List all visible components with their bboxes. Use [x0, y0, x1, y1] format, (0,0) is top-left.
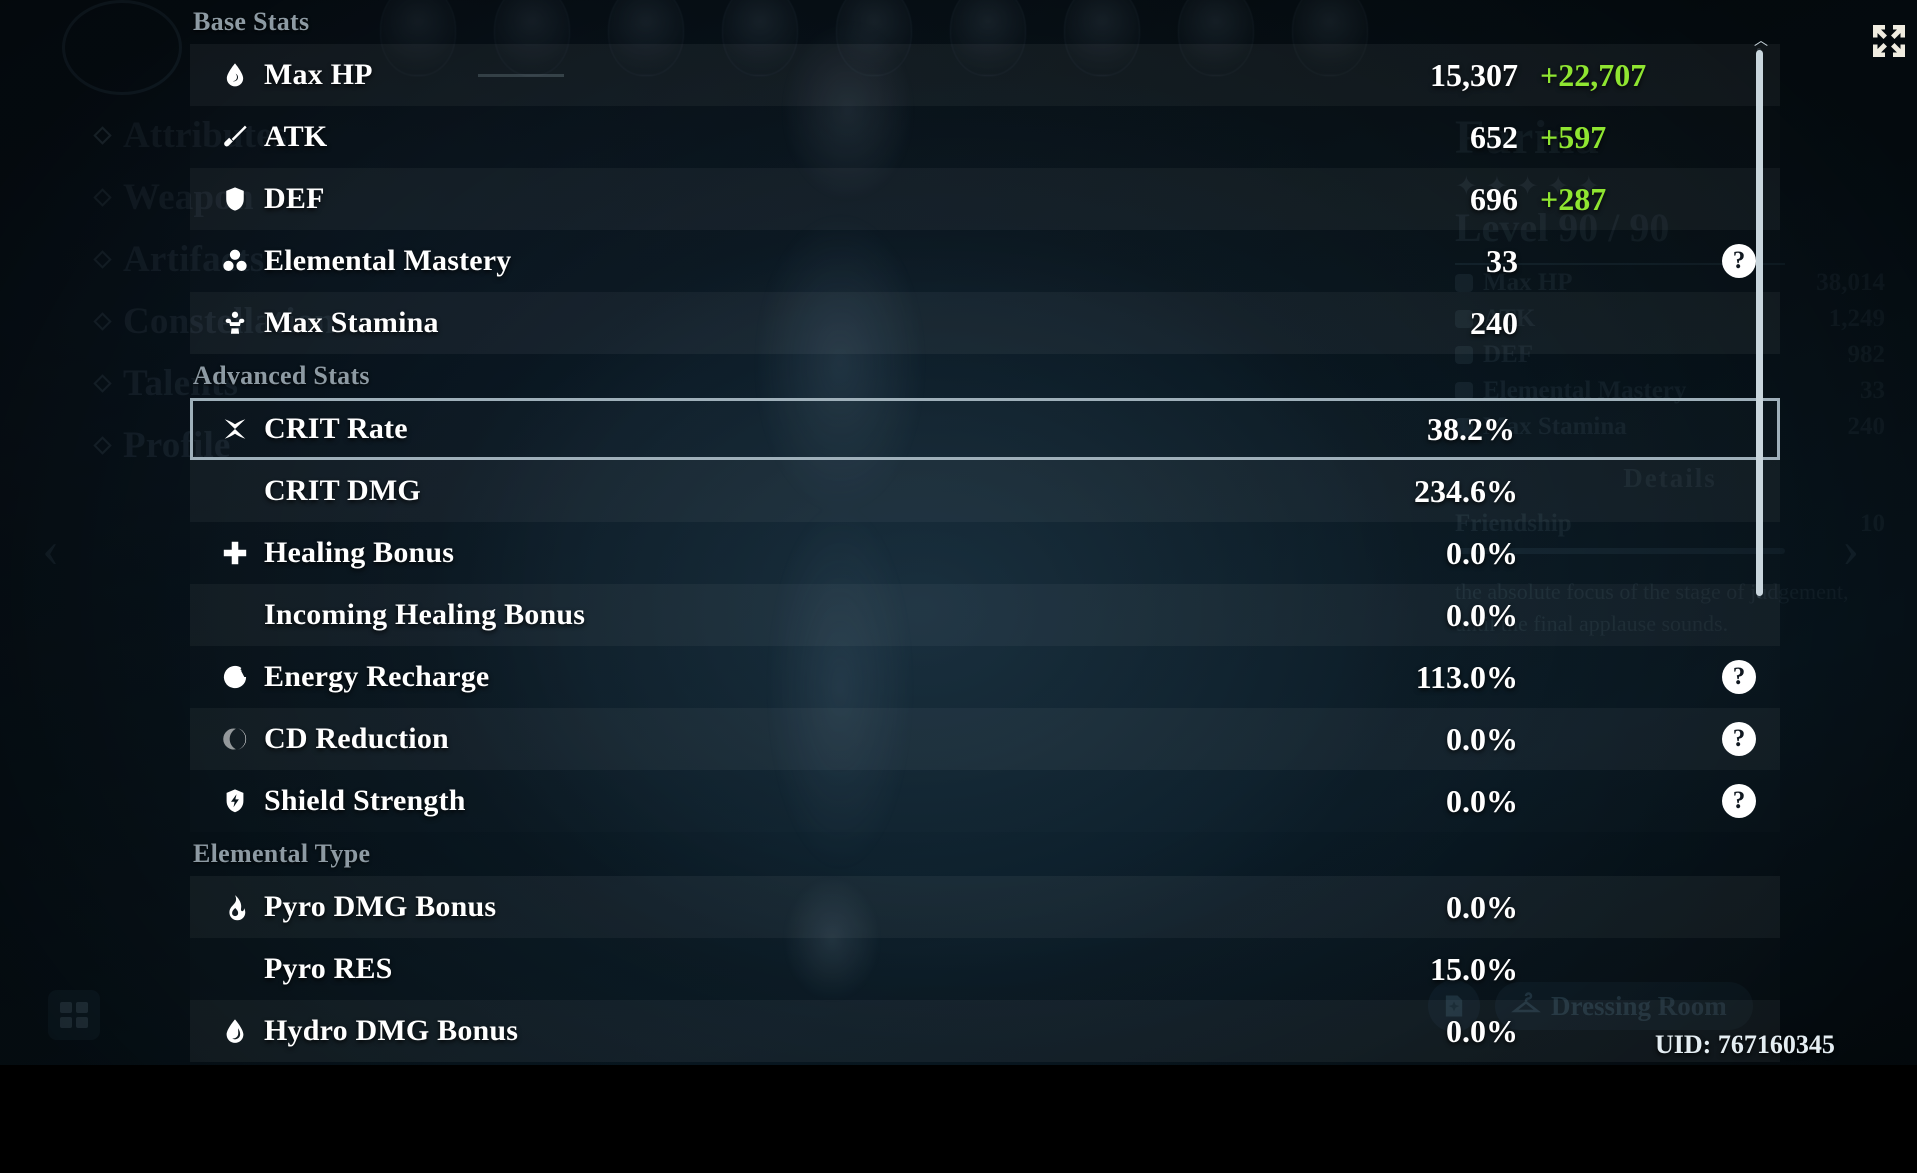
close-icon[interactable]	[1860, 12, 1917, 70]
close-expand-glyph	[1873, 25, 1905, 57]
crit-star-icon	[218, 415, 252, 443]
stat-row[interactable]: Shield Strength 0.0%?	[190, 770, 1780, 832]
help-icon[interactable]: ?	[1722, 722, 1756, 756]
stat-label: CD Reduction	[264, 722, 449, 755]
sword-icon	[218, 123, 252, 151]
recharge-icon	[218, 663, 252, 691]
bolt-shield-icon	[218, 787, 252, 815]
stat-label: Pyro DMG Bonus	[264, 890, 497, 923]
stat-value: 0.0%	[1446, 534, 1518, 571]
help-icon[interactable]: ?	[1722, 244, 1756, 278]
stat-label: CRIT Rate	[264, 412, 408, 445]
moon-icon	[218, 725, 252, 753]
stat-value: 38.2%	[1427, 410, 1515, 447]
help-slot: ?	[1708, 660, 1770, 694]
help-slot: ?	[1708, 244, 1770, 278]
stat-label: DEF	[264, 182, 325, 215]
scroll-up-cap: ︿	[1754, 34, 1768, 49]
stat-value: 33	[1486, 242, 1518, 279]
scrollbar-thumb[interactable]	[1756, 50, 1763, 596]
stat-value: 0.0%	[1446, 1012, 1518, 1049]
stat-row[interactable]: CD Reduction 0.0%?	[190, 708, 1780, 770]
stat-label: Healing Bonus	[264, 536, 455, 569]
stamina-icon	[218, 309, 252, 337]
section-heading: Elemental Type	[193, 839, 371, 868]
help-slot: ?	[1708, 722, 1770, 756]
stats-panel: Base Stats Max HP 15,307 +22,707? ATK 652 +597…	[190, 7, 1780, 1062]
help-icon[interactable]: ?	[1722, 784, 1756, 818]
stat-value: 0.0%	[1446, 596, 1518, 633]
mastery-icon	[218, 247, 252, 275]
cross-icon	[218, 539, 252, 567]
stat-label: Pyro RES	[264, 952, 393, 985]
section-heading: Base Stats	[193, 7, 310, 36]
shield-icon	[218, 185, 252, 213]
stat-label: Energy Recharge	[264, 660, 490, 693]
help-slot: ?	[1708, 784, 1770, 818]
stat-bonus-value: +22,707	[1540, 56, 1647, 93]
pyro-icon	[218, 893, 252, 921]
help-slot: ?	[1708, 890, 1770, 924]
stat-value: 0.0%	[1446, 888, 1518, 925]
stat-value: 234.6%	[1414, 472, 1518, 509]
stat-value: 0.0%	[1446, 720, 1518, 757]
stat-row[interactable]: Elemental Mastery 33?	[190, 230, 1780, 292]
stat-bonus-value: +597	[1540, 118, 1607, 155]
stat-row[interactable]: Pyro RES 15.0%?	[190, 938, 1780, 1000]
help-icon[interactable]: ?	[1722, 660, 1756, 694]
help-slot: ?	[1708, 952, 1770, 986]
hydro-icon	[218, 1017, 252, 1045]
stat-label: Shield Strength	[264, 784, 466, 817]
stat-label: ATK	[264, 120, 328, 153]
stat-value: 652	[1470, 118, 1518, 155]
stat-label: Max Stamina	[264, 306, 439, 339]
stat-value: 0.0%	[1446, 782, 1518, 819]
stat-label: Hydro DMG Bonus	[264, 1014, 519, 1047]
stat-value: 15,307	[1430, 56, 1518, 93]
stat-row[interactable]: Pyro DMG Bonus 0.0%?	[190, 876, 1780, 938]
stat-value: 696	[1470, 180, 1518, 217]
stat-row[interactable]: Energy Recharge 113.0%?	[190, 646, 1780, 708]
stats-scrollbar[interactable]: ︿	[1752, 34, 1768, 608]
uid-label: UID: 767160345	[1655, 1030, 1835, 1059]
stat-label: Max HP	[264, 58, 373, 91]
section-heading: Advanced Stats	[193, 361, 370, 390]
stat-value: 240	[1470, 304, 1518, 341]
stat-label: Elemental Mastery	[264, 244, 512, 277]
droplet-icon	[218, 61, 252, 89]
stat-label: CRIT DMG	[264, 474, 421, 507]
stat-label: Incoming Healing Bonus	[264, 598, 586, 631]
stat-value: 113.0%	[1415, 658, 1518, 695]
letterbox-bar	[0, 1065, 1917, 1173]
stat-bonus-value: +287	[1540, 180, 1607, 217]
stat-value: 15.0%	[1430, 950, 1518, 987]
